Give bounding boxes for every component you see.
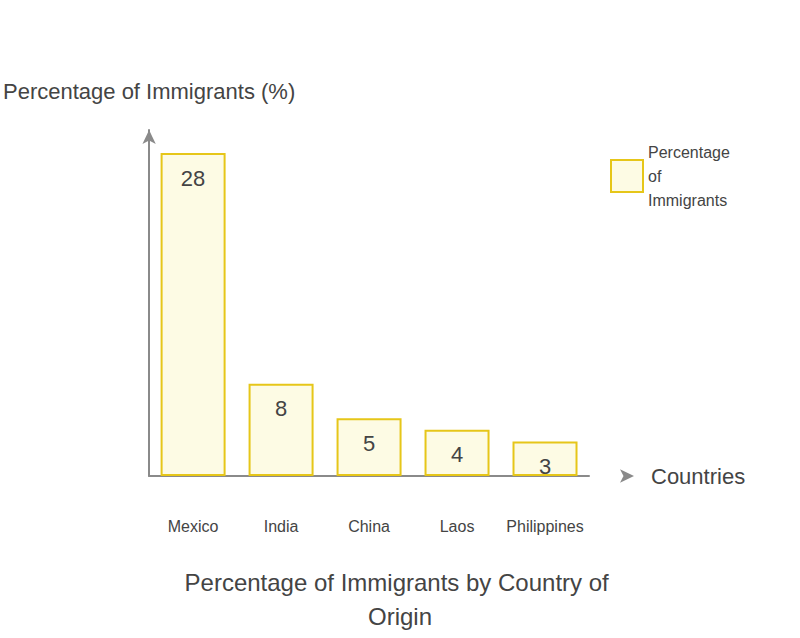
svg-text:8: 8	[275, 396, 287, 421]
svg-text:Mexico: Mexico	[168, 518, 219, 535]
svg-text:Immigrants: Immigrants	[648, 192, 727, 209]
svg-text:Percentage of Immigrants (%): Percentage of Immigrants (%)	[3, 79, 295, 104]
svg-text:Origin: Origin	[368, 603, 432, 630]
svg-text:4: 4	[451, 442, 463, 467]
svg-text:28: 28	[181, 166, 205, 191]
svg-text:3: 3	[539, 454, 551, 479]
svg-text:of: of	[648, 168, 662, 185]
svg-text:Countries: Countries	[651, 464, 745, 489]
svg-text:Philippines: Philippines	[506, 518, 583, 535]
svg-text:5: 5	[363, 431, 375, 456]
svg-text:Laos: Laos	[440, 518, 475, 535]
svg-text:Percentage of Immigrants by Co: Percentage of Immigrants by Country of	[185, 569, 616, 596]
svg-text:China: China	[348, 518, 390, 535]
svg-text:Percentage: Percentage	[648, 144, 730, 161]
svg-text:India: India	[264, 518, 299, 535]
